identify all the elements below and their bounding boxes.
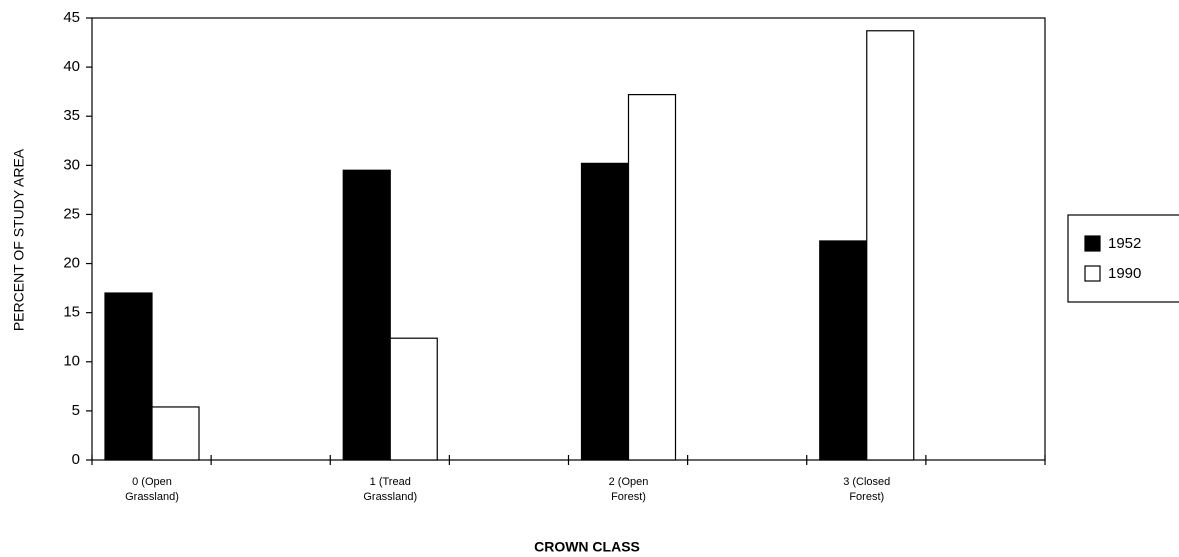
y-tick-label: 20 bbox=[63, 255, 80, 272]
bar bbox=[151, 406, 200, 461]
legend-box bbox=[1067, 214, 1179, 303]
bar bbox=[104, 292, 153, 461]
bar bbox=[627, 94, 677, 461]
bar bbox=[580, 162, 630, 461]
legend-swatch bbox=[1084, 235, 1101, 252]
y-axis-title: PERCENT OF STUDY AREA bbox=[11, 148, 27, 331]
y-tick-label: 10 bbox=[63, 353, 80, 370]
y-tick-label: 5 bbox=[72, 402, 80, 419]
x-tick-label: 3 (Closed Forest) bbox=[843, 476, 890, 503]
y-tick-label: 35 bbox=[63, 107, 80, 124]
y-tick-label: 15 bbox=[63, 304, 80, 321]
y-tick-label: 40 bbox=[63, 58, 80, 75]
x-tick-label: 0 (Open Grassland) bbox=[125, 476, 179, 503]
x-axis-title: CROWN CLASS bbox=[534, 539, 640, 555]
x-tick-label: 2 (Open Forest) bbox=[609, 476, 649, 503]
y-tick-label: 0 bbox=[72, 451, 80, 468]
legend-label: 1990 bbox=[1108, 265, 1141, 282]
bar bbox=[819, 240, 868, 461]
bar bbox=[389, 337, 438, 461]
legend-swatch bbox=[1084, 265, 1101, 282]
legend-label: 1952 bbox=[1108, 235, 1141, 252]
y-tick-label: 30 bbox=[63, 156, 80, 173]
y-tick-label: 45 bbox=[63, 9, 80, 26]
bar bbox=[866, 30, 915, 461]
bar bbox=[342, 169, 391, 461]
y-tick-label: 25 bbox=[63, 205, 80, 222]
x-tick-label: 1 (Tread Grassland) bbox=[363, 476, 417, 503]
